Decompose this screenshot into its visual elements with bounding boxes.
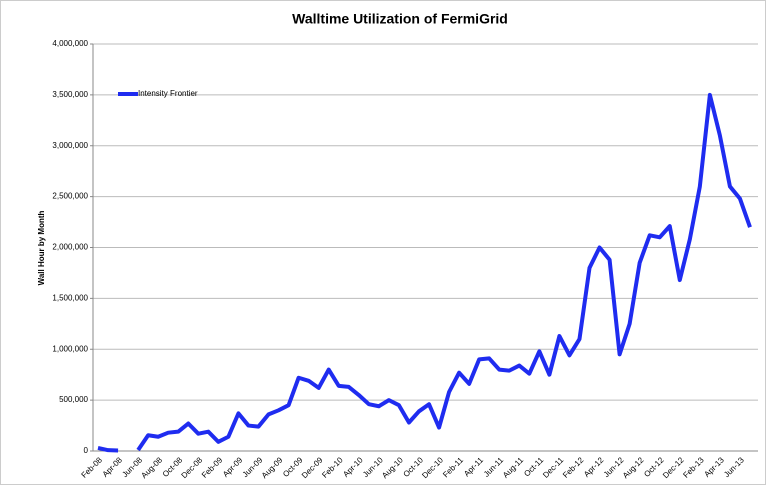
chart-title: Walltime Utilization of FermiGrid xyxy=(292,11,508,27)
y-tick-label: 2,000,000 xyxy=(52,243,88,252)
y-tick-label: 3,000,000 xyxy=(52,141,88,150)
y-axis-label: Wall Hour by Month xyxy=(37,210,46,285)
y-tick-label: 1,500,000 xyxy=(52,293,88,302)
legend-label: Intensity Frontier xyxy=(138,89,198,98)
y-tick-label: 500,000 xyxy=(59,395,88,404)
y-tick-label: 0 xyxy=(84,446,89,455)
y-tick-label: 4,000,000 xyxy=(52,39,88,48)
y-tick-label: 2,500,000 xyxy=(52,192,88,201)
y-tick-label: 3,500,000 xyxy=(52,90,88,99)
y-tick-label: 1,000,000 xyxy=(52,344,88,353)
series-line xyxy=(97,92,752,453)
